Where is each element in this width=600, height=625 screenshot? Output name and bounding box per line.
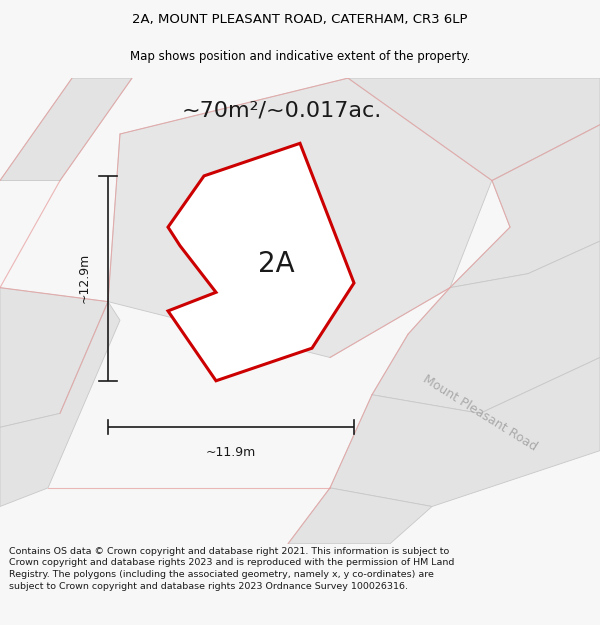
Text: Map shows position and indicative extent of the property.: Map shows position and indicative extent… (130, 50, 470, 62)
Text: 2A, MOUNT PLEASANT ROAD, CATERHAM, CR3 6LP: 2A, MOUNT PLEASANT ROAD, CATERHAM, CR3 6… (132, 13, 468, 26)
Polygon shape (330, 357, 600, 506)
Polygon shape (0, 78, 132, 181)
Polygon shape (168, 143, 354, 381)
Polygon shape (372, 241, 600, 413)
Text: Contains OS data © Crown copyright and database right 2021. This information is : Contains OS data © Crown copyright and d… (9, 547, 454, 591)
Polygon shape (108, 78, 510, 357)
Polygon shape (450, 125, 600, 288)
Text: ~70m²/~0.017ac.: ~70m²/~0.017ac. (182, 101, 382, 121)
Text: 2A: 2A (257, 251, 295, 278)
Polygon shape (0, 288, 108, 428)
Polygon shape (0, 302, 120, 506)
Text: Mount Pleasant Road: Mount Pleasant Road (421, 373, 539, 454)
Polygon shape (348, 78, 600, 181)
Polygon shape (288, 488, 432, 544)
Text: ~12.9m: ~12.9m (77, 253, 91, 304)
Text: ~11.9m: ~11.9m (206, 446, 256, 459)
